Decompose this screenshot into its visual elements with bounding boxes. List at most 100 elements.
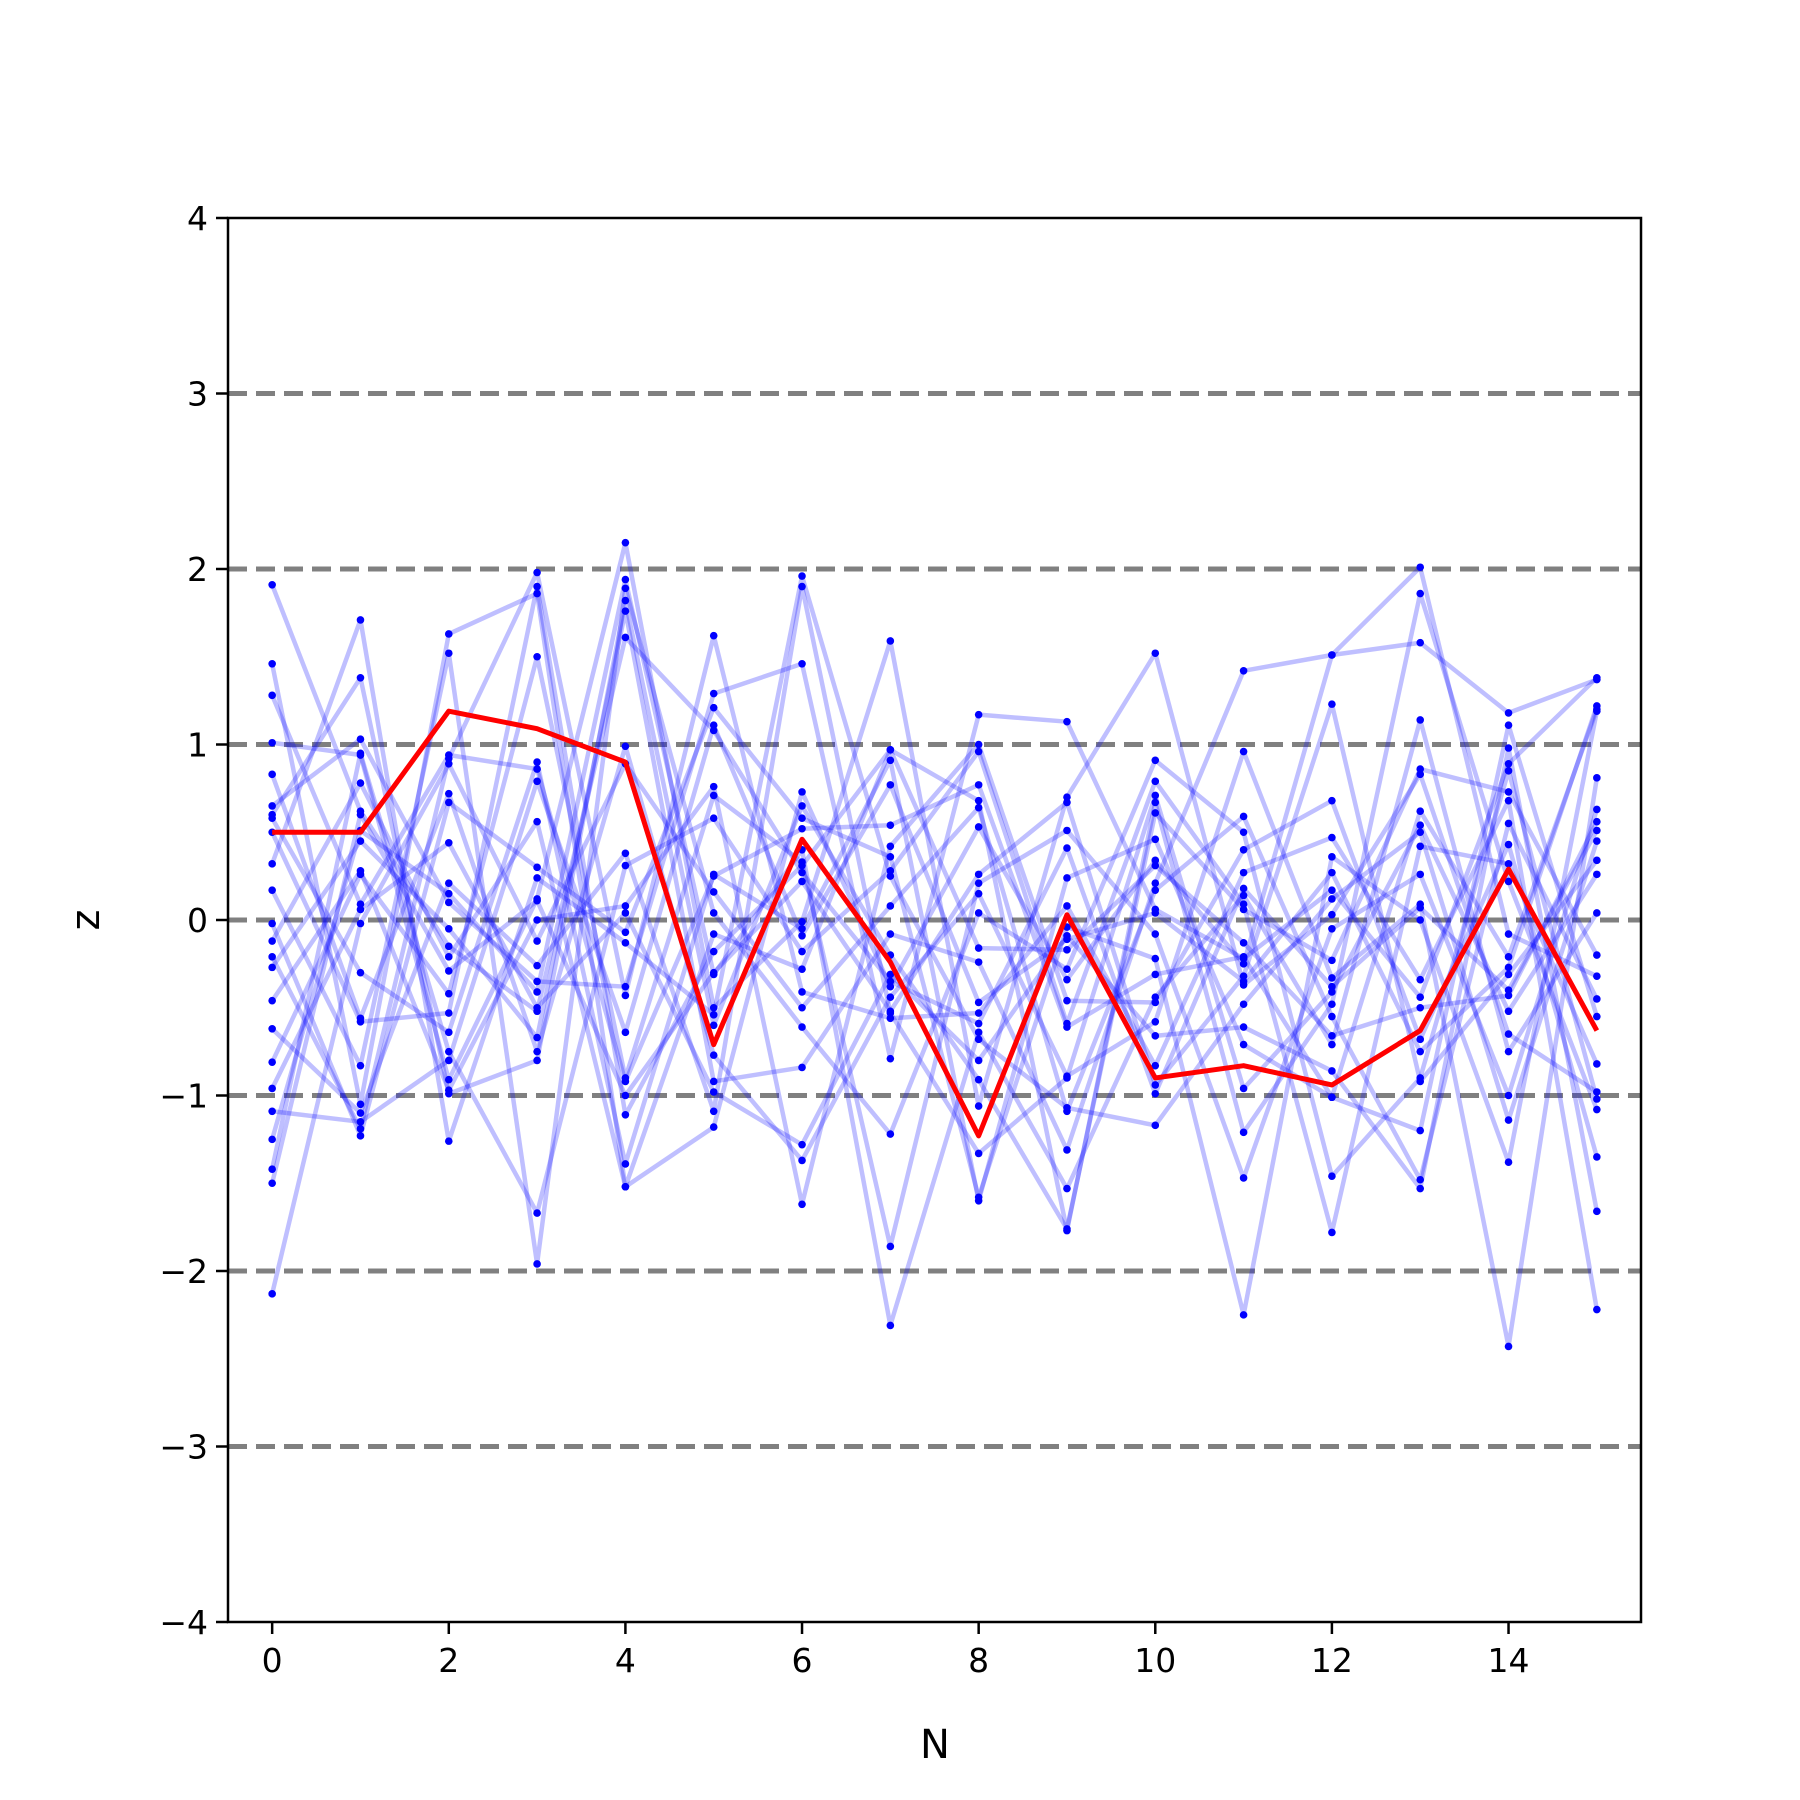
trajectory-point bbox=[444, 789, 453, 798]
y-axis-label: z bbox=[63, 910, 109, 931]
trajectory-point bbox=[1151, 1081, 1160, 1089]
trajectory-point bbox=[1593, 909, 1601, 917]
trajectory-point bbox=[268, 1179, 276, 1188]
trajectory-point bbox=[709, 1107, 718, 1116]
trajectory-point bbox=[1593, 995, 1601, 1003]
trajectory-point bbox=[1063, 1107, 1071, 1116]
trajectory-point bbox=[798, 659, 806, 668]
trajectory-point bbox=[444, 879, 453, 887]
trajectory-point bbox=[621, 991, 630, 1000]
trajectory-point bbox=[268, 996, 276, 1005]
trajectory-point bbox=[1504, 1007, 1513, 1016]
trajectory-point bbox=[886, 982, 895, 991]
highlight-series-group bbox=[272, 708, 1600, 1139]
trajectory-point bbox=[1504, 1342, 1513, 1351]
trajectory-point bbox=[1151, 1017, 1160, 1026]
x-tick-label: 8 bbox=[968, 1641, 989, 1680]
trajectory-point bbox=[1328, 1067, 1336, 1075]
trajectory-line bbox=[269, 749, 1599, 1235]
trajectory-point bbox=[1504, 930, 1513, 938]
trajectory-point bbox=[1416, 589, 1425, 598]
trajectory-point bbox=[798, 861, 806, 870]
trajectory-point bbox=[1416, 1126, 1425, 1135]
trajectory-point bbox=[268, 1165, 276, 1174]
trajectory-point bbox=[444, 1089, 453, 1098]
trajectory-point bbox=[444, 1137, 453, 1145]
trajectory-point bbox=[356, 1132, 365, 1140]
trajectory-point bbox=[444, 924, 453, 933]
trajectory-point bbox=[886, 1007, 895, 1016]
trajectory-point bbox=[1593, 972, 1601, 980]
trajectory-point bbox=[621, 1074, 630, 1082]
x-tick-label: 12 bbox=[1311, 1641, 1353, 1680]
trajectory-point bbox=[1063, 1225, 1071, 1233]
trajectory-point bbox=[974, 1149, 983, 1158]
trajectory-point bbox=[974, 781, 983, 789]
trajectory-point bbox=[1063, 1074, 1071, 1082]
trajectory-point bbox=[444, 989, 453, 998]
trajectory-point bbox=[356, 968, 365, 977]
trajectory-point bbox=[1416, 842, 1425, 851]
trajectory-point bbox=[1328, 886, 1336, 894]
trajectory-point bbox=[1416, 821, 1425, 830]
trajectory-point bbox=[1593, 870, 1601, 879]
trajectory-line bbox=[271, 540, 1599, 1109]
trajectory-point bbox=[1328, 651, 1336, 659]
trajectory-point bbox=[621, 1111, 630, 1119]
trajectory-point bbox=[268, 1135, 276, 1144]
trajectory-point bbox=[444, 838, 453, 847]
x-tick-label: 6 bbox=[792, 1641, 813, 1680]
trajectory-point bbox=[1504, 991, 1513, 1000]
trajectory-point bbox=[1416, 1175, 1425, 1184]
trajectory-point bbox=[886, 1242, 895, 1251]
trajectory-point bbox=[1151, 798, 1160, 807]
trajectory-point bbox=[709, 888, 718, 896]
trajectory-point bbox=[1239, 828, 1248, 837]
trajectory-point bbox=[1151, 1089, 1160, 1098]
trajectory-point bbox=[886, 842, 895, 851]
trajectory-point bbox=[268, 802, 276, 810]
trajectory-point bbox=[621, 861, 630, 870]
trajectory-point bbox=[621, 902, 630, 910]
trajectory-point bbox=[1063, 946, 1071, 954]
trajectory-point bbox=[1593, 1207, 1601, 1216]
trajectory-point bbox=[709, 1021, 718, 1030]
trajectory-point bbox=[1593, 702, 1601, 710]
trajectory-point bbox=[1593, 1095, 1601, 1103]
trajectory-point bbox=[268, 860, 276, 868]
trajectory-point bbox=[974, 1009, 983, 1017]
trajectory-point bbox=[974, 1028, 983, 1037]
x-tick-label: 4 bbox=[615, 1641, 636, 1680]
trajectory-point bbox=[709, 870, 718, 879]
trajectory-point bbox=[533, 937, 541, 945]
trajectory-point bbox=[709, 703, 718, 712]
trajectory-point bbox=[1504, 970, 1513, 979]
trajectory-point bbox=[886, 993, 895, 1002]
trajectory-point bbox=[1504, 1030, 1513, 1038]
trajectory-point bbox=[1063, 844, 1071, 852]
reference-lines bbox=[228, 391, 1641, 1449]
trajectory-point bbox=[974, 1056, 983, 1065]
trajectory-point bbox=[533, 874, 541, 882]
trajectory-point bbox=[533, 582, 541, 591]
trajectory-point bbox=[444, 1009, 453, 1017]
trajectory-point bbox=[1593, 1305, 1601, 1314]
trajectory-point bbox=[798, 1200, 806, 1209]
trajectory-point bbox=[356, 919, 365, 928]
trajectory-point bbox=[444, 649, 453, 658]
trajectory-point bbox=[1504, 709, 1513, 717]
trajectory-point bbox=[1504, 744, 1513, 752]
trajectory-line bbox=[270, 584, 1599, 1118]
trajectory-point bbox=[1328, 700, 1336, 708]
trajectory-line bbox=[270, 742, 1600, 1207]
trajectory-point bbox=[709, 726, 718, 735]
trajectory-point bbox=[1239, 977, 1248, 986]
y-tick-label: 3 bbox=[187, 375, 208, 414]
trajectory-point bbox=[1416, 870, 1425, 879]
trajectory-point bbox=[1328, 796, 1336, 805]
trajectory-point bbox=[621, 742, 630, 751]
trajectory-point bbox=[621, 538, 630, 547]
trajectory-point bbox=[1151, 756, 1160, 765]
trajectory-point bbox=[1593, 826, 1601, 835]
trajectory-point bbox=[444, 1028, 453, 1037]
